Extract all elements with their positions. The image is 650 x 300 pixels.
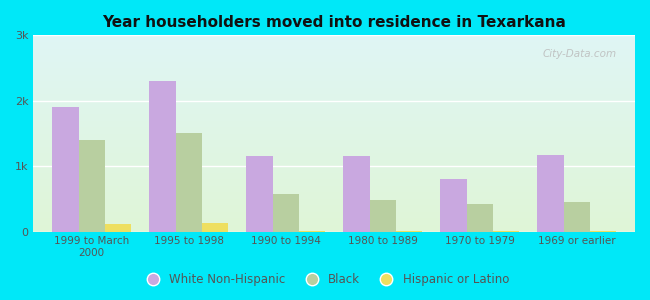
Bar [467, 204, 493, 232]
Bar [370, 200, 396, 232]
Bar [493, 231, 519, 232]
Bar [590, 231, 616, 232]
Bar [564, 202, 590, 232]
Bar [202, 223, 228, 232]
Bar [272, 194, 299, 232]
Text: City-Data.com: City-Data.com [543, 49, 617, 59]
Bar [150, 81, 176, 232]
Bar [246, 156, 272, 232]
Title: Year householders moved into residence in Texarkana: Year householders moved into residence i… [102, 15, 566, 30]
Bar [176, 134, 202, 232]
Bar [343, 156, 370, 232]
Bar [79, 140, 105, 232]
Bar [396, 231, 422, 232]
Bar [299, 231, 325, 232]
Bar [441, 179, 467, 232]
Bar [538, 155, 564, 232]
Bar [53, 107, 79, 232]
Bar [105, 224, 131, 232]
Legend: White Non-Hispanic, Black, Hispanic or Latino: White Non-Hispanic, Black, Hispanic or L… [136, 269, 514, 291]
